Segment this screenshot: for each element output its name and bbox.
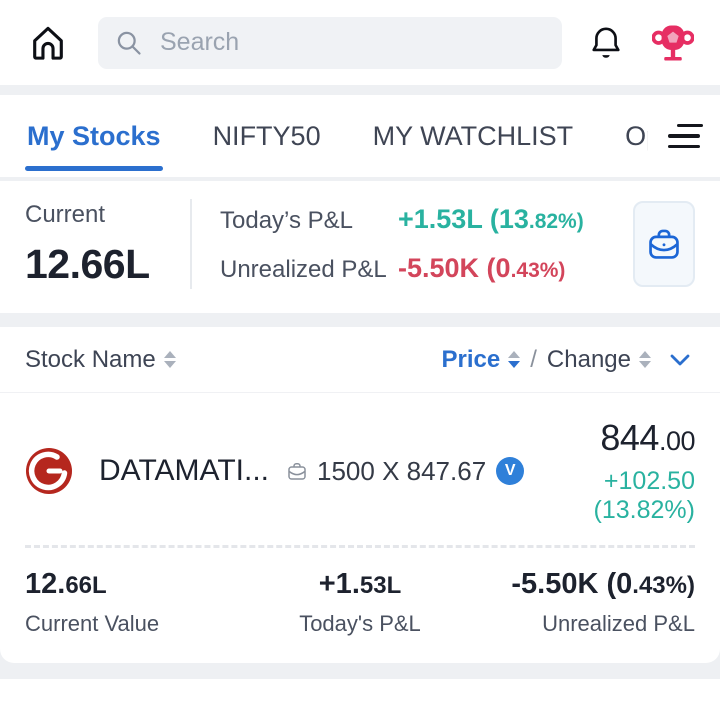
header-slash: / bbox=[530, 345, 537, 373]
todays-pnl-amount: +1.53L bbox=[318, 568, 402, 600]
top-bar bbox=[0, 0, 720, 85]
vertical-divider bbox=[190, 199, 192, 289]
dotted-divider bbox=[25, 545, 695, 548]
tab-my-watchlist[interactable]: MY WATCHLIST bbox=[371, 95, 576, 177]
current-value-label: Current Value bbox=[25, 611, 160, 636]
sort-arrows-icon bbox=[639, 351, 651, 368]
position-info: 1500 X 847.67 bbox=[285, 456, 486, 487]
sort-arrows-icon bbox=[163, 351, 176, 368]
todays-pnl-stat-label: Today's P&L bbox=[299, 611, 421, 636]
sort-by-price[interactable]: Price bbox=[442, 346, 521, 374]
sort-by-change[interactable]: Change bbox=[547, 346, 651, 374]
quantity-avg-price: 1500 X 847.67 bbox=[317, 455, 487, 486]
unrealized-pnl-amount: -5.50K (0.43%) bbox=[511, 568, 695, 600]
unrealized-pnl-row: Unrealized P&L -5.50K (0.43%) bbox=[220, 253, 621, 284]
briefcase-icon bbox=[645, 225, 683, 263]
tab-bar: My Stocks NIFTY50 MY WATCHLIST Options bbox=[0, 95, 720, 177]
holdings-list-card: Stock Name Price / Change bbox=[0, 327, 720, 663]
price-block: 844.00 +102.50 (13.82%) bbox=[524, 417, 696, 525]
next-section-card bbox=[0, 679, 720, 716]
search-icon bbox=[114, 28, 144, 58]
tabs-scroller: My Stocks NIFTY50 MY WATCHLIST Options bbox=[25, 95, 648, 177]
todays-pnl-label: Today’s P&L bbox=[220, 207, 353, 234]
chevron-down-icon bbox=[667, 347, 693, 373]
unrealized-pnl-value: -5.50K (0.43%) bbox=[398, 253, 566, 283]
hamburger-menu-icon[interactable] bbox=[648, 95, 720, 177]
search-bar[interactable] bbox=[98, 16, 562, 69]
tab-options[interactable]: Options bbox=[623, 95, 648, 177]
todays-pnl-value: +1.53L (13.82%) bbox=[398, 204, 584, 234]
sort-controls: Price / Change bbox=[442, 345, 695, 375]
stock-name-header: Stock Name bbox=[25, 345, 156, 373]
current-value-amount: 12.66L bbox=[25, 568, 107, 600]
rewards-button[interactable] bbox=[652, 22, 694, 64]
current-block: Current 12.66L bbox=[25, 201, 190, 288]
bell-icon bbox=[586, 23, 626, 63]
list-header: Stock Name Price / Change bbox=[0, 327, 720, 393]
search-input[interactable] bbox=[160, 28, 546, 57]
stats-footer: 12.66L Current Value +1.53L Today's P&L … bbox=[0, 548, 720, 663]
section-divider bbox=[0, 313, 720, 327]
tab-nifty50[interactable]: NIFTY50 bbox=[211, 95, 323, 177]
price-header: Price bbox=[441, 345, 501, 373]
holding-row[interactable]: DATAMATI... 1500 X 847.67 V 844.00 +102.… bbox=[0, 393, 720, 545]
day-change: +102.50 (13.82%) bbox=[593, 467, 695, 524]
change-header: Change bbox=[546, 345, 631, 373]
home-button[interactable] bbox=[26, 21, 70, 65]
stock-name: DATAMATI... bbox=[99, 454, 269, 487]
unrealized-pnl-stat-label: Unrealized P&L bbox=[542, 611, 695, 636]
current-label: Current bbox=[25, 200, 106, 228]
unrealized-pnl-stat: -5.50K (0.43%) Unrealized P&L bbox=[472, 568, 695, 637]
home-icon bbox=[26, 21, 70, 65]
current-value-stat: 12.66L Current Value bbox=[25, 568, 248, 637]
todays-pnl-stat: +1.53L Today's P&L bbox=[248, 568, 471, 637]
trophy-icon bbox=[652, 22, 694, 64]
expand-sort-options[interactable] bbox=[665, 345, 695, 375]
portfolio-button[interactable] bbox=[633, 201, 695, 287]
portfolio-summary-card: Current 12.66L Today’s P&L +1.53L (13.82… bbox=[0, 181, 720, 313]
last-price: 844.00 bbox=[600, 417, 695, 458]
unrealized-pnl-label: Unrealized P&L bbox=[220, 256, 387, 283]
small-briefcase-icon bbox=[285, 459, 309, 483]
stock-logo-icon bbox=[25, 447, 73, 495]
verified-badge[interactable]: V bbox=[496, 457, 525, 485]
tab-my-stocks[interactable]: My Stocks bbox=[25, 95, 163, 177]
section-divider bbox=[0, 663, 720, 679]
todays-pnl-row: Today’s P&L +1.53L (13.82%) bbox=[220, 204, 621, 235]
sort-arrows-icon bbox=[508, 351, 521, 368]
section-divider bbox=[0, 177, 720, 181]
notifications-button[interactable] bbox=[586, 23, 626, 63]
sort-by-stock-name[interactable]: Stock Name bbox=[25, 346, 176, 374]
current-value: 12.66L bbox=[25, 240, 150, 287]
section-divider bbox=[0, 85, 720, 95]
pnl-block: Today’s P&L +1.53L (13.82%) Unrealized P… bbox=[192, 204, 621, 284]
